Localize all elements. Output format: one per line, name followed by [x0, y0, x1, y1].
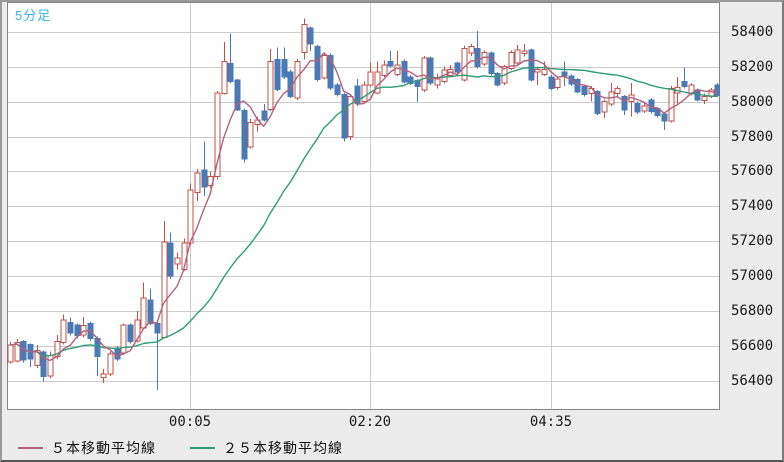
ma25-legend-line-icon [190, 447, 215, 449]
chart-period-label: 5分足 [15, 8, 52, 23]
y-axis-tick-label: 58000 [731, 94, 774, 110]
ma5-legend-label: ５本移動平均線 [51, 440, 156, 456]
candlestick-plot-svg [7, 2, 720, 410]
y-axis-tick-label: 56400 [731, 373, 774, 389]
x-axis-tick-label: 00:05 [168, 414, 212, 430]
y-axis-tick-label: 58200 [731, 59, 774, 75]
y-axis-tick-label: 58400 [731, 24, 774, 40]
legend-item-ma5: ５本移動平均線 [18, 438, 156, 458]
legend: ５本移動平均線 ２５本移動平均線 [18, 438, 367, 458]
y-axis-tick-label: 57800 [731, 129, 774, 145]
x-axis-tick-label: 04:35 [529, 414, 573, 430]
y-axis-tick-label: 57200 [731, 233, 774, 249]
chart-plot-area[interactable] [7, 2, 720, 410]
y-axis-tick-label: 57600 [731, 163, 774, 179]
y-axis-tick-label: 57000 [731, 268, 774, 284]
y-axis-tick-label: 56800 [731, 303, 774, 319]
legend-item-ma25: ２５本移動平均線 [190, 438, 343, 458]
ma5-legend-line-icon [18, 447, 43, 449]
ma25-legend-label: ２５本移動平均線 [223, 440, 343, 456]
y-axis-tick-label: 57400 [731, 198, 774, 214]
x-axis-tick-label: 02:20 [348, 414, 392, 430]
y-axis-tick-label: 56600 [731, 338, 774, 354]
